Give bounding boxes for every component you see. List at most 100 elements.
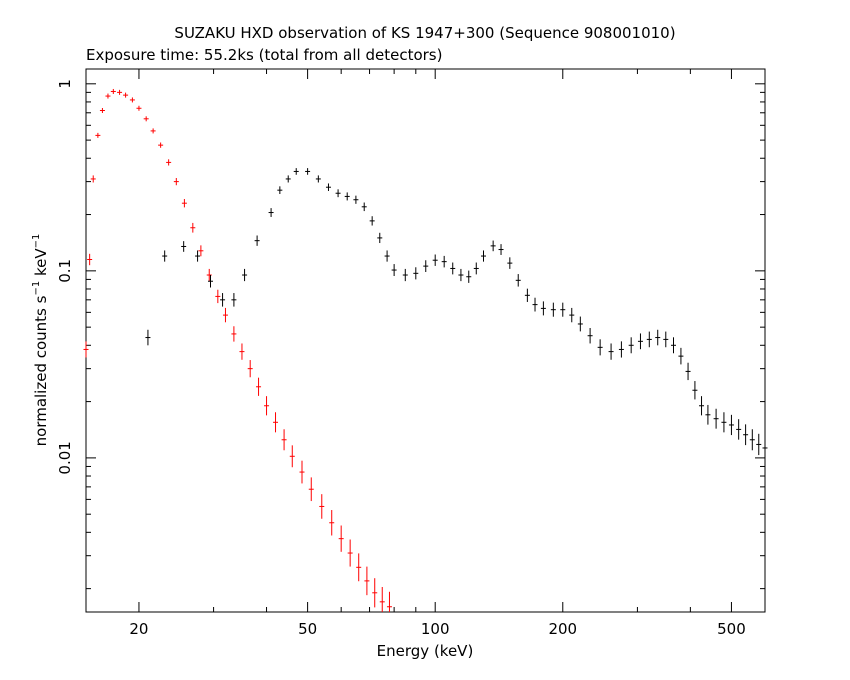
data-point <box>432 254 438 266</box>
data-point <box>515 274 521 287</box>
data-point <box>498 244 504 255</box>
data-point <box>762 437 768 459</box>
data-point <box>158 142 164 148</box>
data-point <box>181 199 187 208</box>
data-point <box>532 297 538 312</box>
data-point <box>87 253 93 266</box>
data-point <box>268 208 274 217</box>
data-point <box>136 105 142 111</box>
data-point <box>281 429 287 451</box>
data-point <box>305 168 311 175</box>
data-point <box>441 255 447 268</box>
data-point <box>377 232 383 244</box>
series-0 <box>83 88 392 612</box>
data-point <box>372 578 378 608</box>
data-point <box>361 202 367 212</box>
data-point <box>181 241 187 252</box>
data-point <box>756 433 762 456</box>
data-point <box>490 240 496 252</box>
data-point <box>231 326 237 342</box>
data-point <box>550 302 556 317</box>
data-point <box>721 412 727 433</box>
data-point <box>325 183 331 191</box>
data-point <box>743 424 749 446</box>
data-point <box>105 93 111 99</box>
data-point <box>369 216 375 226</box>
data-point <box>277 186 283 195</box>
data-point <box>577 316 583 332</box>
data-point <box>207 274 213 288</box>
data-point <box>663 331 669 348</box>
data-point <box>99 107 105 113</box>
data-point <box>507 257 513 269</box>
data-point <box>364 566 370 596</box>
y-axis: 0.01 0.1 1 <box>56 79 765 590</box>
data-point <box>173 178 179 186</box>
data-point <box>335 189 341 198</box>
data-point <box>597 339 603 356</box>
data-point <box>347 539 353 567</box>
data-point <box>458 268 464 282</box>
data-point <box>195 250 201 262</box>
data-point <box>413 267 419 280</box>
data-point <box>129 97 135 103</box>
data-point <box>569 307 575 323</box>
data-point <box>356 553 362 582</box>
chart-title: SUZAKU HXD observation of KS 1947+300 (S… <box>174 24 675 42</box>
data-point <box>166 159 172 166</box>
data-point <box>466 270 472 283</box>
data-point <box>329 510 335 536</box>
data-point <box>117 89 123 95</box>
data-point <box>628 337 634 354</box>
data-point <box>379 586 385 612</box>
data-point <box>540 301 546 316</box>
data-point <box>299 460 305 484</box>
data-point <box>95 132 101 138</box>
y-axis-label-exp1: −1 <box>31 281 42 296</box>
data-point <box>728 414 734 436</box>
data-point <box>384 250 390 262</box>
x-tick-label: 50 <box>298 620 317 638</box>
data-point <box>239 343 245 360</box>
data-point <box>315 175 321 183</box>
data-point <box>423 260 429 272</box>
y-axis-label-exp2: −1 <box>31 234 42 249</box>
y-tick-label: 1 <box>56 79 74 89</box>
data-point <box>524 288 530 302</box>
data-point <box>618 341 624 358</box>
data-point <box>222 307 228 323</box>
data-point <box>671 337 677 354</box>
data-point <box>308 477 314 502</box>
data-point <box>220 293 226 307</box>
x-axis-label: Energy (keV) <box>377 642 474 660</box>
chart-subtitle: Exposure time: 55.2ks (total from all de… <box>86 46 442 64</box>
data-point <box>110 88 116 94</box>
data-point <box>247 360 253 378</box>
data-point <box>190 222 196 233</box>
data-point <box>736 419 742 440</box>
x-tick-label: 20 <box>129 620 148 638</box>
series-1 <box>145 168 768 459</box>
data-point <box>289 445 295 468</box>
data-point <box>402 268 408 282</box>
data-point <box>560 302 566 317</box>
y-tick-label: 0.01 <box>56 441 74 474</box>
data-point <box>162 250 168 262</box>
x-tick-label: 500 <box>717 620 746 638</box>
x-tick-label: 100 <box>421 620 450 638</box>
data-point <box>655 329 661 346</box>
data-point <box>678 347 684 365</box>
data-point <box>319 494 325 519</box>
data-point <box>699 396 705 416</box>
data-point <box>450 262 456 275</box>
data-point <box>256 377 262 396</box>
data-point <box>254 235 260 246</box>
data-point <box>646 331 652 348</box>
data-point <box>692 381 698 400</box>
data-point <box>353 195 359 204</box>
plot-frame <box>85 68 766 613</box>
data-point <box>480 250 486 262</box>
x-tick-label: 200 <box>548 620 577 638</box>
y-tick-label: 0.1 <box>56 259 74 283</box>
